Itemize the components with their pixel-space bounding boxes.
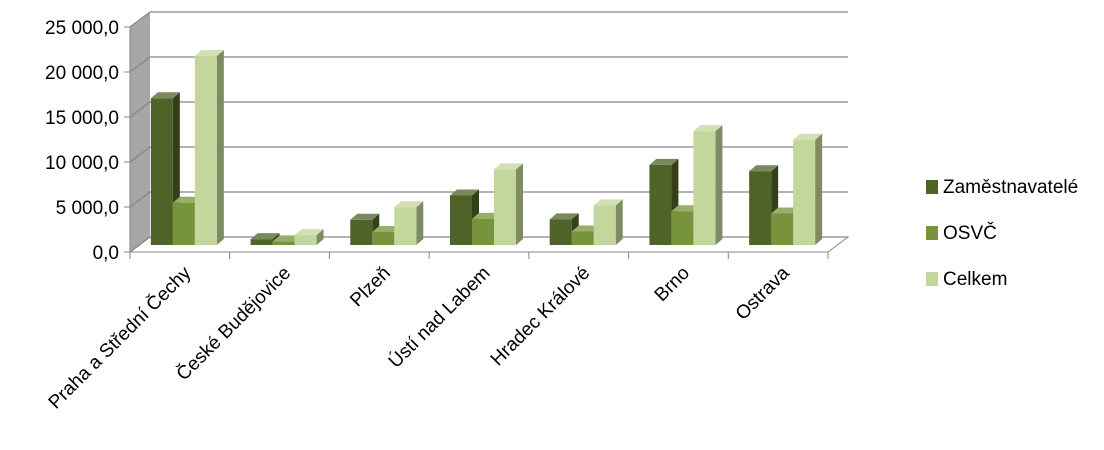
y-tick-label: 0,0: [93, 243, 119, 264]
y-tick-label: 20 000,0: [45, 63, 119, 84]
legend-swatch: [926, 272, 938, 286]
gridline: [129, 101, 848, 118]
bar-top: [571, 225, 601, 232]
legend-entry: Zaměstnavatelé: [926, 177, 1078, 198]
bar-front: [571, 231, 594, 245]
bar: [294, 229, 324, 245]
y-tick-label: 15 000,0: [45, 108, 119, 129]
bar-front: [649, 164, 672, 245]
bar-top: [350, 213, 380, 220]
bar-top: [272, 235, 302, 242]
x-tick-label: Ústí nad Labem: [384, 262, 494, 372]
x-tick-label: Brno: [651, 263, 694, 306]
gridline: [129, 11, 848, 28]
legend-entry: Celkem: [926, 269, 1007, 290]
bar: [593, 199, 623, 245]
bar-top: [472, 212, 501, 219]
bar-front: [194, 56, 217, 245]
gridline: [129, 146, 848, 163]
bars: [150, 50, 823, 245]
gridlines: [129, 11, 848, 253]
legend: Zaměstnavatelé OSVČ Celkem: [926, 177, 1078, 290]
bar-side: [216, 50, 224, 245]
bar-front: [450, 195, 472, 245]
bar-side: [316, 229, 324, 245]
bar-front: [172, 202, 195, 245]
bar: [494, 163, 523, 245]
bar-front: [494, 169, 516, 245]
bar-top: [172, 196, 202, 203]
bar-front: [250, 239, 273, 245]
bar: [693, 125, 723, 245]
bar-top: [250, 233, 280, 240]
legend-label: Celkem: [943, 269, 1007, 290]
bar-top: [372, 225, 402, 232]
x-tick-label: Plzeň: [346, 263, 394, 311]
bar-top: [494, 163, 523, 170]
bar-top: [793, 133, 823, 140]
bar-front: [793, 139, 816, 245]
bar-side: [715, 125, 723, 245]
bar-side: [516, 163, 523, 245]
bar-top: [194, 50, 224, 56]
y-tick-label: 10 000,0: [45, 153, 119, 174]
x-tick-label: Hradec Králové: [487, 263, 594, 370]
y-axis: 0,0 5 000,0 10 000,0 15 000,0 20 000,0 25 000…: [45, 18, 131, 264]
bar-top: [549, 213, 579, 220]
y-tick-label: 25 000,0: [45, 18, 119, 39]
legend-swatch: [926, 226, 938, 240]
bar-front: [150, 98, 173, 245]
x-tick-label: Praha a Střední Čechy: [44, 262, 196, 414]
bar-front: [593, 205, 616, 245]
bar-top: [671, 205, 701, 212]
bar-side: [815, 133, 823, 245]
bar-front: [549, 219, 572, 245]
x-tick-label: Ostrava: [732, 262, 794, 324]
bar-top: [649, 158, 679, 165]
bar-front: [771, 213, 794, 245]
bar-top: [693, 125, 723, 132]
y-tick-label: 5 000,0: [56, 198, 119, 219]
bar-top: [749, 165, 779, 172]
bar-top: [294, 229, 324, 236]
bar: [571, 225, 601, 245]
bar-top: [771, 207, 801, 214]
bar-front: [294, 235, 317, 245]
bar-front: [749, 171, 772, 245]
legend-entry: OSVČ: [926, 222, 997, 244]
bar-top: [593, 199, 623, 206]
bar-side: [615, 199, 623, 245]
bar: [793, 133, 823, 245]
bar: [394, 201, 424, 245]
gridline: [129, 56, 848, 73]
bar-top: [150, 92, 180, 99]
bar-top: [394, 201, 424, 208]
bar-side: [416, 201, 424, 245]
bar-front: [272, 241, 295, 245]
gridline: [129, 191, 848, 208]
bar-top: [450, 189, 479, 196]
side-wall: [130, 12, 150, 252]
legend-label: Zaměstnavatelé: [943, 177, 1078, 198]
legend-swatch: [926, 180, 938, 194]
bar-front: [472, 218, 494, 245]
bar-front: [693, 131, 716, 245]
bar-front: [394, 207, 417, 245]
legend-label: OSVČ: [943, 222, 997, 244]
bar-front: [350, 219, 373, 245]
bar-front: [372, 231, 395, 245]
bar-front: [671, 211, 694, 245]
bar: [194, 50, 224, 245]
